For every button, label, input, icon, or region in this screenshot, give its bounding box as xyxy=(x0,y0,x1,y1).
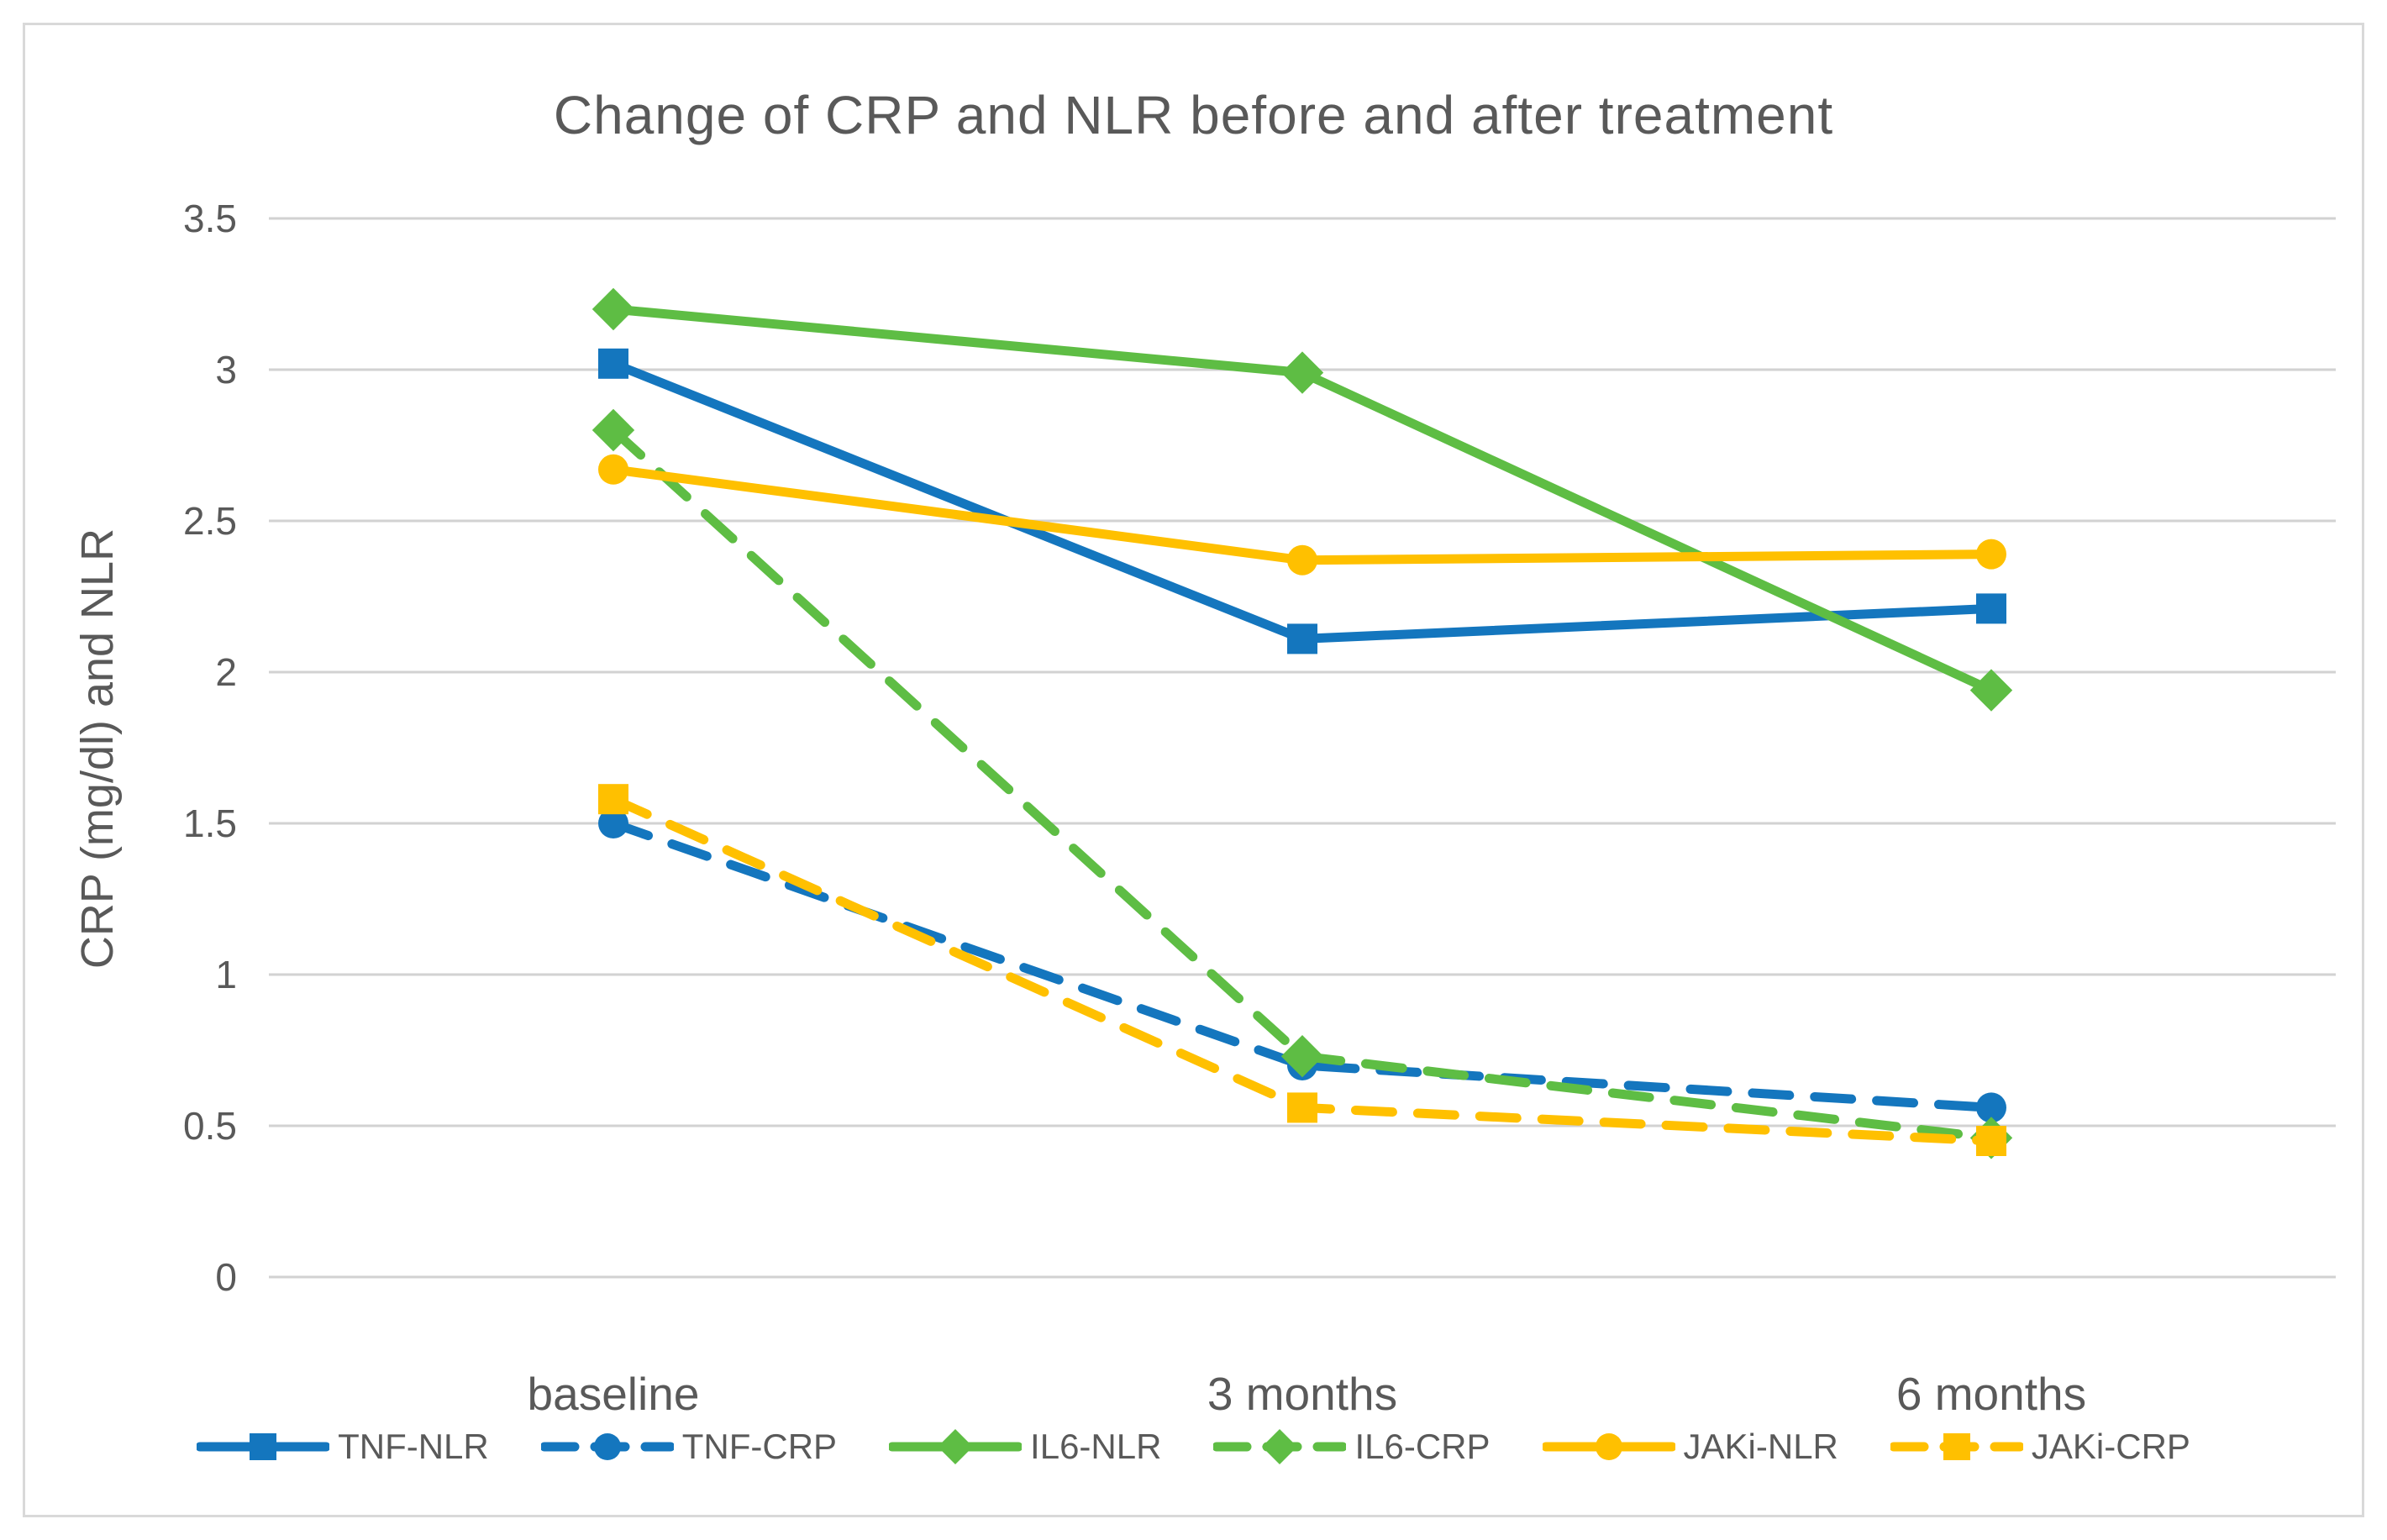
series-line-TNF-CRP xyxy=(608,818,1996,1112)
y-tick-label-2: 2 xyxy=(215,650,237,694)
legend-item-IL6-NLR: IL6-NLR xyxy=(889,1427,1161,1467)
y-tick-label-3.5: 3.5 xyxy=(183,197,237,240)
legend-sample-IL6-CRP xyxy=(1213,1429,1347,1464)
data-point-JAKi-NLR-6 months xyxy=(1976,539,2006,570)
y-tick-label-0: 0 xyxy=(215,1255,237,1299)
data-point-IL6-CRP-baseline xyxy=(591,408,635,452)
data-point-JAKi-CRP-3 months xyxy=(1287,1092,1317,1123)
legend: TNF-NLR TNF-CRP IL6-NLR IL6-CRP JAKi-NLR JAKi… xyxy=(0,1427,2387,1467)
legend-marker-TNF-NLR xyxy=(250,1433,277,1460)
legend-label-JAKi-NLR: JAKi-NLR xyxy=(1683,1427,1838,1466)
data-point-TNF-NLR-6 months xyxy=(1976,593,2006,624)
data-point-TNF-CRP-6 months xyxy=(1976,1092,2006,1123)
data-point-IL6-CRP-3 months xyxy=(1280,1035,1324,1078)
data-point-TNF-NLR-3 months xyxy=(1287,623,1317,654)
data-point-IL6-NLR-6 months xyxy=(1969,669,2013,712)
x-category-label-6 months: 6 months xyxy=(1895,1368,2087,1420)
y-tick-label-0.5: 0.5 xyxy=(183,1104,237,1148)
legend-sample-TNF-CRP xyxy=(540,1433,674,1460)
legend-sample-JAKi-NLR xyxy=(1542,1433,1675,1460)
legend-item-IL6-CRP: IL6-CRP xyxy=(1213,1427,1491,1467)
legend-marker-IL6-NLR xyxy=(938,1429,974,1464)
data-point-JAKi-CRP-6 months xyxy=(1976,1126,2006,1156)
data-point-IL6-NLR-3 months xyxy=(1280,351,1324,394)
legend-item-TNF-NLR: TNF-NLR xyxy=(197,1427,489,1467)
data-point-TNF-NLR-baseline xyxy=(598,348,628,379)
data-point-JAKi-NLR-3 months xyxy=(1287,544,1317,576)
data-point-JAKi-NLR-baseline xyxy=(598,454,628,485)
legend-marker-JAKi-CRP xyxy=(1943,1433,1970,1460)
legend-marker-IL6-CRP xyxy=(1262,1429,1298,1464)
legend-sample-IL6-NLR xyxy=(889,1429,1023,1464)
data-point-JAKi-CRP-baseline xyxy=(598,784,628,815)
legend-label-IL6-CRP: IL6-CRP xyxy=(1354,1427,1491,1466)
data-point-TNF-CRP-baseline xyxy=(598,808,628,838)
series-line-IL6-CRP xyxy=(608,425,1996,1143)
y-tick-label-2.5: 2.5 xyxy=(183,499,237,543)
x-category-label-baseline: baseline xyxy=(527,1368,700,1420)
legend-sample-JAKi-CRP xyxy=(1890,1433,2023,1460)
legend-item-JAKi-NLR: JAKi-NLR xyxy=(1542,1427,1838,1467)
data-point-IL6-NLR-baseline xyxy=(591,287,635,331)
legend-label-TNF-CRP: TNF-CRP xyxy=(681,1427,838,1466)
legend-marker-TNF-CRP xyxy=(593,1433,621,1460)
series-line-JAKi-CRP xyxy=(608,794,1996,1146)
figure-border xyxy=(23,23,2364,1517)
legend-item-JAKi-CRP: JAKi-CRP xyxy=(1890,1427,2190,1467)
y-tick-label-1: 1 xyxy=(215,953,237,996)
y-tick-label-1.5: 1.5 xyxy=(183,802,237,845)
legend-label-JAKi-CRP: JAKi-CRP xyxy=(2031,1427,2190,1466)
x-category-label-3 months: 3 months xyxy=(1207,1368,1398,1420)
legend-label-IL6-NLR: IL6-NLR xyxy=(1030,1427,1162,1466)
chart-title: Change of CRP and NLR before and after t… xyxy=(553,85,1834,145)
legend-label-TNF-NLR: TNF-NLR xyxy=(338,1427,489,1466)
legend-item-TNF-CRP: TNF-CRP xyxy=(540,1427,838,1467)
y-tick-label-3: 3 xyxy=(215,348,237,392)
legend-marker-JAKi-NLR xyxy=(1595,1433,1622,1460)
legend-sample-TNF-NLR xyxy=(197,1433,330,1460)
